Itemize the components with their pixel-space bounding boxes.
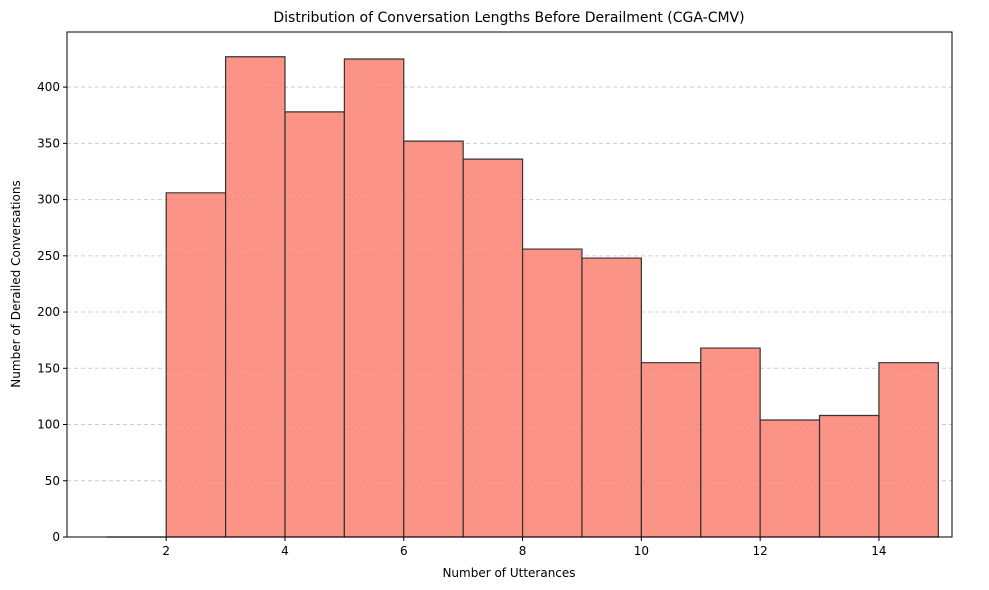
x-tick-label: 6 — [400, 544, 408, 558]
x-tick-label: 4 — [281, 544, 289, 558]
bar — [878, 362, 939, 538]
bar — [581, 257, 642, 538]
bar — [640, 362, 702, 538]
bar — [700, 347, 761, 538]
y-axis-label: Number of Derailed Conversations — [9, 180, 23, 387]
y-tick-label: 200 — [37, 305, 60, 319]
y-tick-label: 250 — [37, 249, 60, 263]
x-tick-label: 10 — [634, 544, 649, 558]
y-tick-label: 150 — [37, 361, 60, 375]
bar — [165, 192, 227, 538]
y-tick-label: 50 — [45, 474, 60, 488]
bar — [818, 414, 880, 538]
chart-title: Distribution of Conversation Lengths Bef… — [273, 10, 744, 26]
x-tick-label: 14 — [871, 544, 886, 558]
bar — [462, 158, 524, 538]
bar — [759, 419, 821, 538]
plot-frame — [66, 31, 953, 538]
x-axis-label: Number of Utterances — [442, 566, 575, 580]
bar — [403, 140, 464, 538]
bar — [224, 56, 286, 538]
x-tick-label: 12 — [753, 544, 768, 558]
bar — [521, 248, 583, 538]
y-tick-label: 100 — [37, 418, 60, 432]
y-tick-label: 300 — [37, 193, 60, 207]
y-tick-label: 350 — [37, 136, 60, 150]
x-tick-label: 2 — [162, 544, 170, 558]
y-tick-label: 400 — [37, 80, 60, 94]
bar — [343, 58, 405, 538]
bar — [284, 111, 345, 538]
x-tick-label: 8 — [519, 544, 527, 558]
y-tick-label: 0 — [52, 530, 60, 544]
